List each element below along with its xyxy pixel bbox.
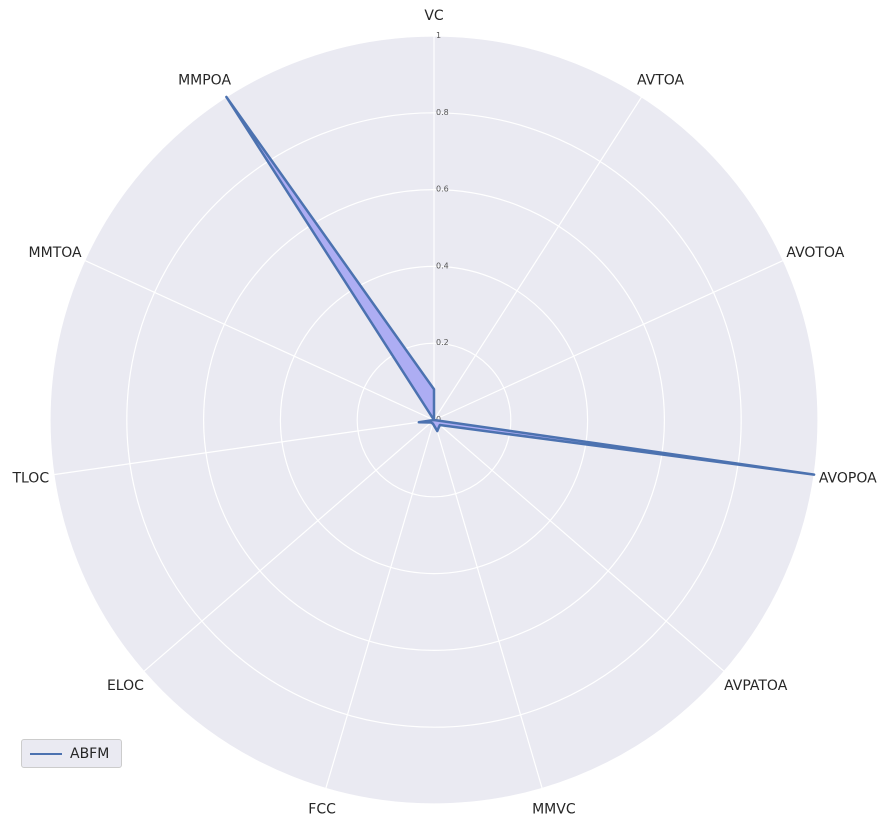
grid-spoke-7 <box>143 419 435 672</box>
category-label-mmpoa: MMPOA <box>178 72 231 88</box>
angular-grid <box>53 36 815 789</box>
grid-spoke-8 <box>53 419 435 476</box>
category-label-avpatoa: AVPATOA <box>724 678 788 694</box>
legend-label: ABFM <box>70 745 110 762</box>
r-tick-label: 0.2 <box>436 338 449 347</box>
grid-spoke-5 <box>433 419 543 789</box>
category-label-vc: VC <box>424 8 444 24</box>
category-label-tloc: TLOC <box>11 471 49 487</box>
r-tick-label: 0.6 <box>436 185 449 194</box>
category-labels: VC AVTOA AVOTOA AVOPOA AVPATOA MMVC FCC ELOC TLO… <box>11 8 877 818</box>
legend-line-marker <box>30 752 62 755</box>
r-tick-label: 0.8 <box>436 108 449 117</box>
category-label-mmvc: MMVC <box>532 802 576 818</box>
category-label-eloc: ELOC <box>107 678 144 694</box>
r-tick-label: 1 <box>436 31 441 40</box>
grid-spoke-6 <box>325 419 435 789</box>
series-layer <box>225 95 816 476</box>
grid-spoke-9 <box>84 259 435 421</box>
category-label-fcc: FCC <box>308 802 336 818</box>
category-label-avtoa: AVTOA <box>637 72 685 88</box>
series-line-0 <box>225 95 816 476</box>
legend: ABFM <box>21 739 123 768</box>
category-label-mmtoa: MMTOA <box>29 245 82 261</box>
r-tick-label: 0.4 <box>436 261 449 270</box>
grid-spoke-4 <box>433 419 725 672</box>
category-label-avopoa: AVOPOA <box>819 471 877 487</box>
grid-spoke-1 <box>433 96 643 421</box>
grid-spoke-2 <box>433 259 784 421</box>
category-label-avotoa: AVOTOA <box>786 245 844 261</box>
